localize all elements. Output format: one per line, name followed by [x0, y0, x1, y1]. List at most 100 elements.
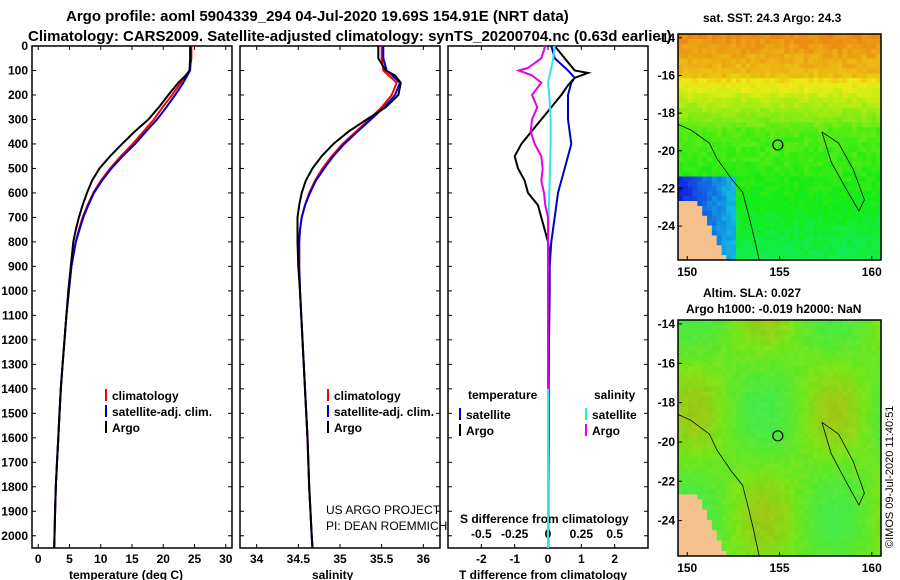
- map-cell: [750, 386, 756, 393]
- map-cell: [711, 176, 718, 182]
- map-cell: [856, 97, 863, 104]
- map-cell: [745, 520, 751, 526]
- map-cell: [856, 250, 863, 256]
- map-cell: [779, 201, 785, 207]
- map-cell: [798, 137, 805, 143]
- map-cell: [745, 427, 751, 434]
- map-cell: [866, 127, 872, 133]
- map-cell: [823, 176, 829, 182]
- map-cell: [765, 83, 771, 89]
- map-cell: [750, 350, 756, 357]
- map-cell: [847, 235, 853, 241]
- map-cell: [818, 453, 824, 459]
- map-cell: [711, 112, 718, 118]
- map-cell: [852, 92, 858, 99]
- map-cell: [789, 92, 795, 99]
- map-cell: [827, 176, 834, 182]
- map-cell: [760, 340, 766, 347]
- map-cell: [803, 355, 809, 362]
- map-cell: [813, 166, 819, 172]
- map-cell: [745, 320, 751, 326]
- map-cell: [871, 350, 877, 357]
- map-cell: [678, 514, 684, 521]
- map-cell: [813, 484, 819, 490]
- map-cell: [779, 345, 785, 352]
- map-cell: [779, 422, 785, 429]
- map-cell: [842, 458, 848, 465]
- depth-tick-label: 1800: [1, 480, 28, 494]
- map-cell: [827, 468, 834, 475]
- map-cell: [779, 448, 785, 454]
- map-cell: [707, 205, 713, 212]
- map-cell: [731, 514, 737, 521]
- map-cell: [745, 122, 751, 128]
- map-cell: [711, 427, 718, 434]
- map-cell: [697, 458, 703, 465]
- difference-xtick-label: 1: [578, 552, 585, 566]
- map-cell: [803, 463, 809, 470]
- map-cell: [721, 215, 727, 222]
- map-cell: [818, 345, 824, 352]
- map-cell: [842, 530, 848, 536]
- map-cell: [726, 166, 732, 172]
- map-cell: [813, 509, 819, 516]
- temperature-legend-label: climatology: [112, 389, 179, 403]
- map-cell: [856, 156, 863, 163]
- map-cell: [697, 402, 703, 408]
- map-cell: [813, 73, 819, 79]
- map-cell: [678, 53, 684, 59]
- map-cell: [798, 484, 805, 490]
- map-cell: [740, 186, 747, 192]
- depth-tick-label: 1600: [1, 431, 28, 445]
- map-cell: [682, 499, 689, 506]
- map-cell: [726, 127, 732, 133]
- map-cell: [832, 161, 838, 168]
- map-cell: [798, 438, 805, 444]
- map-cell: [856, 122, 863, 128]
- map-cell: [808, 43, 814, 50]
- map-cell: [818, 545, 824, 552]
- map-cell: [842, 376, 848, 382]
- map-cell: [842, 191, 848, 197]
- map-cell: [702, 181, 708, 187]
- map-cell: [687, 78, 693, 84]
- map-cell: [876, 417, 881, 424]
- map-cell: [726, 473, 732, 480]
- map-cell: [827, 443, 834, 449]
- map-cell: [789, 250, 795, 256]
- map-cell: [697, 117, 703, 123]
- map-cell: [784, 509, 790, 516]
- map-cell: [687, 422, 693, 429]
- map-cell: [856, 137, 863, 143]
- map-cell: [856, 191, 863, 197]
- map-cell: [856, 350, 863, 357]
- map-cell: [813, 371, 819, 377]
- map-cell: [779, 88, 785, 94]
- map-cell: [847, 230, 853, 236]
- map-cell: [731, 489, 737, 495]
- map-cell: [745, 396, 751, 403]
- map-cell: [716, 443, 722, 449]
- map-cell: [847, 122, 853, 128]
- map-cell: [721, 381, 727, 388]
- map-cell: [760, 63, 766, 69]
- map-cell: [697, 255, 703, 260]
- depth-tick-label: 600: [8, 186, 28, 200]
- map-cell: [794, 448, 800, 454]
- map-cell: [842, 205, 848, 212]
- map-cell: [808, 235, 814, 241]
- map-cell: [813, 78, 819, 84]
- map-cell: [798, 73, 805, 79]
- map-cell: [736, 161, 742, 168]
- map-cell: [687, 210, 693, 217]
- map-cell: [760, 255, 766, 260]
- map-cell: [861, 186, 867, 192]
- map-cell: [769, 443, 776, 449]
- map-cell: [871, 448, 877, 454]
- salinity-legend-label: satellite-adj. clim.: [334, 405, 434, 419]
- map-cell: [692, 417, 698, 424]
- map-cell: [736, 355, 742, 362]
- map-cell: [798, 530, 805, 536]
- map-cell: [697, 225, 703, 231]
- map-cell: [687, 151, 693, 158]
